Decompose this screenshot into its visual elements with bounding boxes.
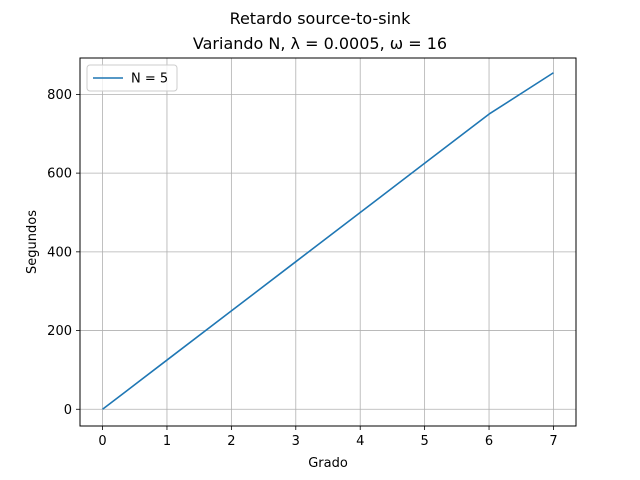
chart-subtitle: Variando N, λ = 0.0005, ω = 16 bbox=[193, 34, 447, 53]
y-tick-label: 200 bbox=[47, 324, 72, 339]
legend-label: N = 5 bbox=[131, 72, 168, 87]
y-tick-label: 400 bbox=[47, 245, 72, 260]
y-axis-ticks: 0 200 400 600 800 bbox=[47, 88, 80, 418]
y-tick-label: 0 bbox=[64, 403, 72, 418]
x-tick-label: 0 bbox=[98, 434, 106, 449]
x-tick-label: 1 bbox=[163, 434, 171, 449]
x-tick-label: 4 bbox=[356, 434, 364, 449]
x-axis-ticks: 0 1 2 3 4 5 6 7 bbox=[98, 426, 558, 449]
y-axis-label: Segundos bbox=[25, 210, 40, 274]
x-tick-label: 7 bbox=[549, 434, 557, 449]
series-layer bbox=[102, 72, 554, 410]
legend-box bbox=[86, 64, 178, 92]
y-tick-label: 600 bbox=[47, 167, 72, 182]
x-tick-label: 5 bbox=[420, 434, 428, 449]
legend: N = 5 bbox=[86, 64, 178, 92]
series-line-0 bbox=[102, 72, 554, 410]
x-tick-label: 6 bbox=[485, 434, 493, 449]
chart-title: Retardo source-to-sink bbox=[230, 9, 412, 28]
x-axis-label: Grado bbox=[308, 456, 348, 471]
y-tick-label: 800 bbox=[47, 88, 72, 103]
grid-lines bbox=[80, 58, 576, 426]
plot-frame bbox=[79, 57, 577, 427]
x-tick-label: 2 bbox=[227, 434, 235, 449]
x-tick-label: 3 bbox=[292, 434, 300, 449]
